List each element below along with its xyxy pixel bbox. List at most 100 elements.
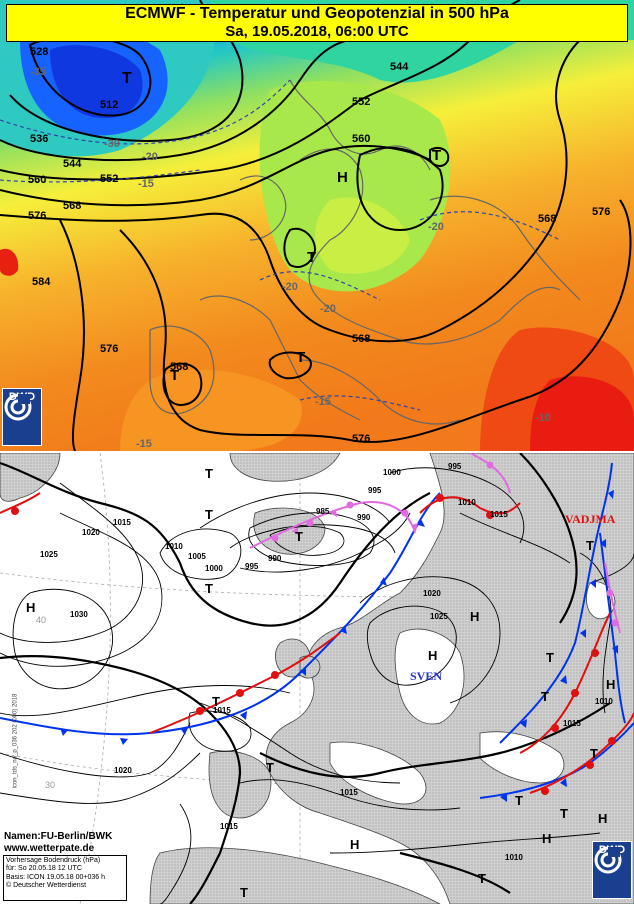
low-center: T: [586, 538, 594, 553]
map-title: ECMWF - Temperatur und Geopotenzial in 5…: [125, 5, 509, 22]
low-center: T: [546, 650, 554, 665]
geo-label: 568: [170, 361, 188, 373]
surface-pressure-map: 1015 1020 1025 1030 1010 1005 1000 995 9…: [0, 453, 634, 904]
cold-fronts: [0, 462, 634, 802]
isobar-label: 1015: [490, 510, 508, 519]
geo-label: 568: [63, 200, 81, 212]
temp-label: -20: [282, 281, 298, 293]
swirl-icon: [4, 393, 32, 421]
temp-label: -15: [138, 178, 154, 190]
front-names: VADJMA SVEN: [410, 512, 616, 683]
temp-label: -15: [315, 396, 331, 408]
isobar-label: 1010: [595, 697, 613, 706]
low-center: T: [541, 689, 549, 704]
swirl-icon: [594, 846, 622, 874]
isobar-label: 1010: [165, 542, 183, 551]
geo-label: 552: [100, 173, 118, 185]
temperature-geopotential-map: 528 512 536 544 552 560 568 576 584 576 …: [0, 0, 634, 451]
grid-label: 30: [45, 780, 55, 790]
low-center: T: [170, 367, 179, 384]
forecast-valid: für: So 20.05.18 12 UTC: [6, 865, 82, 873]
forecast-base: Basis: ICON 19.05.18 00+036 h: [6, 873, 106, 881]
geo-label: 536: [30, 133, 48, 145]
isobar-label: 995: [368, 486, 382, 495]
high-center: H: [350, 837, 359, 852]
temperature-field: 528 512 536 544 552 560 568 576 584 576 …: [0, 0, 634, 451]
geo-label: 568: [352, 333, 370, 345]
isobar-label: 1000: [383, 468, 401, 477]
isobar-label: 995: [245, 562, 259, 571]
low-center: T: [205, 466, 213, 481]
geo-label: 576: [352, 433, 370, 445]
map-date: Sa, 19.05.2018, 06:00 UTC: [225, 23, 409, 40]
isobar-label: 1015: [213, 706, 231, 715]
high-center: H: [428, 648, 437, 663]
geo-label: 576: [100, 343, 118, 355]
geo-label: 584: [32, 276, 51, 288]
isobars: [0, 467, 634, 904]
warm-fronts: [0, 492, 634, 795]
isobar-label: 1015: [563, 719, 581, 728]
isobar-label: 990: [357, 513, 371, 522]
product-id: icon_tds_na_p_036 202 (000) 2018: [12, 693, 19, 789]
isobar-label: 990: [268, 554, 282, 563]
geo-label: 576: [28, 210, 46, 222]
temp-label: -15: [136, 438, 152, 450]
low-center: T: [560, 806, 568, 821]
dwd-logo: DWD: [2, 388, 42, 446]
geo-label: 576: [592, 206, 610, 218]
temp-label: -20: [142, 151, 158, 163]
isobar-label: 1025: [40, 550, 58, 559]
low-center: T: [212, 694, 220, 709]
high-center: H: [542, 831, 551, 846]
temp-label: -10: [535, 412, 551, 424]
credit-website: www.wetterpate.de: [4, 843, 95, 854]
forecast-copyright: © Deutscher Wetterdienst: [6, 881, 87, 889]
temp-label: -35: [30, 66, 46, 78]
temperature-isolines: [0, 79, 561, 411]
high-center: H: [337, 169, 348, 186]
low-center: T: [122, 70, 132, 87]
geo-label: 552: [352, 96, 370, 108]
low-center: T: [307, 249, 316, 266]
low-name-vadjma: VADJMA: [565, 512, 616, 526]
isobar-label: 1000: [205, 564, 223, 573]
low-center: T: [295, 529, 303, 544]
isobar-label: 1010: [458, 498, 476, 507]
isobar-label: 985: [316, 507, 330, 516]
low-center: T: [205, 581, 213, 596]
high-center: H: [598, 811, 607, 826]
low-center: T: [296, 349, 305, 366]
isobar-label: 1015: [340, 788, 358, 797]
high-name-sven: SVEN: [410, 669, 442, 683]
credit-names: Namen:FU-Berlin/BWK: [4, 831, 113, 842]
temp-label: -20: [428, 221, 444, 233]
geo-label: 528: [30, 46, 48, 58]
forecast-info-box: Vorhersage Bodendruck (hPa) für: So 20.0…: [3, 855, 127, 901]
forecast-product: Vorhersage Bodendruck (hPa): [6, 857, 101, 864]
low-center: T: [432, 147, 441, 164]
high-center: H: [26, 600, 35, 615]
temperature-labels: -35 -30 -20 -15 -20 -20 -20 -15 -15 -10: [30, 66, 551, 450]
geo-label: 568: [538, 213, 556, 225]
low-center: T: [240, 885, 248, 900]
isobar-label: 1015: [220, 822, 238, 831]
grid-label: 40: [36, 615, 46, 625]
isobar-label: 1020: [423, 589, 441, 598]
main-isobars: [0, 453, 611, 904]
geo-label: 544: [390, 61, 409, 73]
high-center: H: [606, 677, 615, 692]
grid-labels: 40 30: [36, 615, 55, 790]
low-center: T: [515, 793, 523, 808]
isobar-label: 1030: [70, 610, 88, 619]
isobar-label: 995: [448, 462, 462, 471]
isobar-label: 1020: [82, 528, 100, 537]
pressure-centers: T T T T H T T H T T H T T T H T H T T H …: [26, 466, 615, 900]
geo-label: 560: [352, 133, 370, 145]
geo-label: 512: [100, 99, 118, 111]
low-center: T: [590, 746, 598, 761]
low-center: T: [266, 760, 274, 775]
geo-label: 544: [63, 158, 82, 170]
coastlines: [149, 79, 581, 425]
map-title-bar: ECMWF - Temperatur und Geopotenzial in 5…: [6, 4, 628, 42]
